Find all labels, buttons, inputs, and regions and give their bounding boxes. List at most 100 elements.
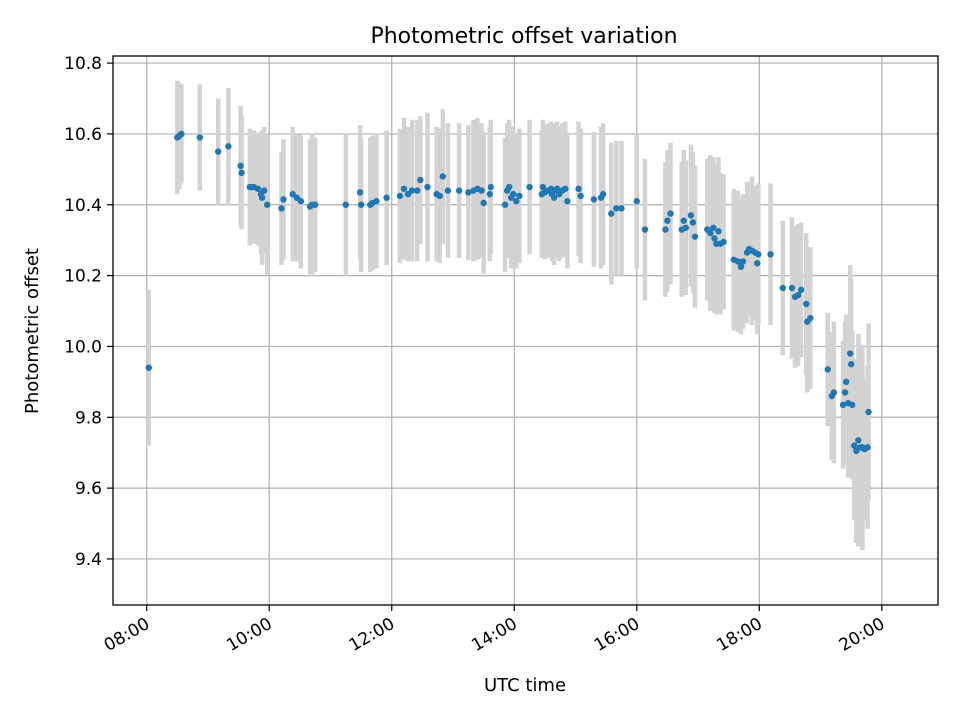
data-point [260, 187, 268, 194]
data-point [145, 364, 152, 371]
data-point [807, 314, 814, 322]
data-point [711, 235, 718, 242]
data-point [487, 183, 494, 191]
data-point [297, 198, 305, 205]
y-tick-label: 10.8 [64, 54, 102, 74]
data-points [145, 130, 872, 455]
data-point [590, 196, 598, 203]
plot-frame [112, 55, 939, 606]
data-point [680, 217, 687, 224]
y-axis-label: Photometric offset [22, 248, 43, 414]
data-point [824, 366, 831, 373]
chart-title: Photometric offset variation [370, 24, 677, 49]
data-point [400, 185, 408, 193]
data-point [739, 258, 747, 265]
data-point [214, 148, 222, 155]
data-point [562, 185, 569, 193]
data-point [667, 210, 674, 217]
y-tick-label: 10.4 [64, 196, 102, 216]
data-point [258, 194, 266, 201]
data-point [417, 176, 424, 184]
data-point [311, 201, 319, 208]
data-point [550, 194, 558, 201]
data-point [280, 196, 287, 203]
data-point [691, 233, 699, 240]
data-point [662, 226, 669, 233]
y-axis-ticks: 9.4 9.6 9.8 10.0 10.2 10.4 10.6 10.8 [64, 54, 113, 570]
data-point [788, 284, 796, 292]
data-point [794, 291, 802, 299]
data-point [553, 185, 561, 193]
data-point [356, 189, 364, 196]
data-point [278, 205, 285, 212]
data-point [564, 198, 571, 205]
data-point [480, 199, 487, 207]
data-point [478, 187, 485, 194]
data-point [516, 192, 523, 200]
data-point [842, 378, 850, 386]
data-point [830, 389, 838, 396]
data-point [841, 389, 849, 396]
data-point [797, 286, 805, 293]
data-point [839, 401, 847, 409]
data-point [767, 251, 774, 258]
data-point [865, 408, 872, 416]
data-point [618, 205, 625, 212]
y-tick-label: 9.8 [75, 408, 102, 428]
data-point [414, 187, 421, 194]
data-point [254, 185, 262, 193]
data-point [424, 183, 431, 191]
data-point [486, 190, 493, 198]
data-point [864, 444, 871, 451]
data-point [599, 190, 607, 198]
data-point [263, 201, 271, 208]
data-point [848, 360, 855, 368]
data-point [720, 238, 727, 246]
x-axis-label: UTC time [484, 675, 566, 696]
data-point [754, 260, 761, 267]
data-point [526, 183, 533, 191]
data-point [575, 185, 582, 193]
data-point [734, 258, 742, 265]
data-point [383, 194, 390, 201]
y-tick-label: 9.6 [75, 479, 102, 499]
data-point [439, 173, 446, 180]
data-point [849, 401, 856, 409]
data-point [436, 192, 443, 200]
data-point [196, 134, 203, 141]
data-point [682, 224, 690, 231]
data-point [779, 284, 787, 292]
data-point [357, 201, 365, 208]
data-point [408, 187, 416, 194]
data-point [715, 228, 722, 235]
data-point [755, 251, 762, 258]
data-point [237, 162, 244, 169]
data-point [608, 210, 615, 217]
data-point [465, 189, 472, 196]
data-point [444, 187, 452, 194]
data-point [178, 130, 185, 138]
data-point [851, 442, 858, 449]
data-point [455, 187, 463, 194]
data-point [737, 263, 745, 270]
y-tick-label: 10.6 [64, 125, 102, 145]
y-tick-label: 10.0 [64, 337, 102, 357]
data-point [855, 437, 862, 444]
data-point [577, 192, 584, 200]
data-point [505, 183, 513, 191]
data-point [664, 217, 671, 224]
data-point [689, 219, 697, 226]
data-point [510, 190, 517, 198]
data-point [803, 300, 810, 308]
data-point [396, 192, 404, 200]
data-point [373, 198, 380, 205]
data-point [846, 350, 854, 357]
data-point [342, 201, 349, 208]
data-point [633, 198, 640, 205]
data-point [225, 143, 232, 150]
data-point [613, 205, 620, 212]
y-tick-label: 10.2 [64, 267, 102, 287]
data-point [687, 212, 695, 219]
